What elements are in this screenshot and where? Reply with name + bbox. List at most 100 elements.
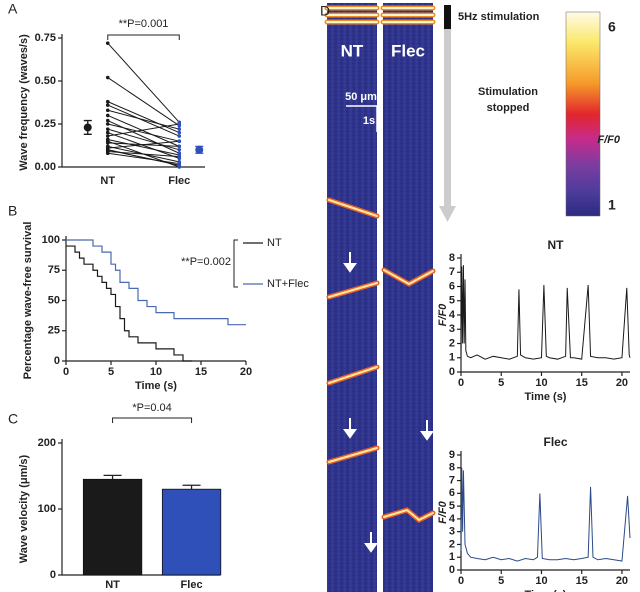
y-axis-label: F/F0 — [437, 303, 449, 326]
y-tick-label: 6 — [449, 487, 455, 499]
x-tick-label: 5 — [498, 575, 504, 587]
x-tick-label: 15 — [576, 377, 588, 389]
colorbar-label: F/F0 — [597, 134, 620, 146]
data-point — [105, 122, 110, 126]
legend-label: NT — [267, 237, 282, 249]
stop-arrowhead — [439, 206, 456, 222]
data-point — [105, 113, 110, 118]
arrows — [343, 252, 434, 553]
survival-line — [66, 239, 246, 326]
x-tick-label: 20 — [616, 575, 628, 587]
panel-label: B — [8, 203, 17, 219]
stopped-label: stopped — [487, 102, 530, 114]
x-tick-label: NT — [100, 175, 115, 187]
x-tick-label: 0 — [458, 377, 464, 389]
annotation: **P=0.001 — [119, 18, 169, 30]
annotation: *P=0.04 — [132, 402, 171, 414]
data-point — [105, 127, 110, 131]
y-tick-label: 0.25 — [35, 118, 56, 130]
legend-label: NT+Flec — [267, 278, 309, 290]
data-point — [177, 127, 182, 131]
data-point — [105, 139, 110, 143]
x-tick-label: 0 — [63, 366, 69, 378]
stopped-label: Stimulation — [478, 86, 538, 98]
y-tick-label: 4 — [449, 309, 456, 321]
chart-title: NT — [548, 238, 565, 252]
panel-label: C — [8, 411, 18, 427]
y-axis-label: Wave velocity (μm/s) — [18, 454, 30, 563]
y-tick-label: 50 — [48, 294, 60, 306]
stimulation-label: 5Hz stimulation — [458, 11, 540, 23]
y-tick-label: 1 — [449, 551, 455, 563]
x-tick-label: 10 — [535, 575, 547, 587]
data-point — [177, 122, 182, 126]
y-tick-label: 2 — [449, 538, 455, 550]
annotation: **P=0.002 — [181, 256, 231, 268]
y-tick-label: 4 — [449, 513, 456, 525]
data-point — [177, 130, 182, 135]
panel-label: D — [320, 3, 330, 19]
x-axis-label: Time (s) — [525, 589, 567, 592]
colorbar-tick-label: 6 — [608, 19, 616, 35]
data-point — [105, 118, 110, 123]
scan-label: NT — [341, 41, 364, 60]
stimulation-streaks — [324, 5, 436, 25]
x-tick-label: 15 — [195, 366, 207, 378]
y-tick-label: 7 — [449, 474, 455, 486]
scale-bars — [346, 105, 378, 132]
stimulation-bar — [444, 5, 451, 29]
y-tick-label: 3 — [449, 323, 455, 335]
y-tick-label: 5 — [449, 500, 455, 512]
y-tick-label: 8 — [449, 462, 455, 474]
y-tick-label: 0 — [54, 355, 60, 367]
significance-bracket — [107, 34, 180, 40]
x-tick-label: Flec — [181, 579, 203, 591]
x-axis-label: Time (s) — [525, 391, 567, 403]
y-axis-label: Wave frequency (waves/s) — [18, 34, 30, 171]
pair-line — [107, 149, 180, 166]
data-point — [105, 103, 110, 107]
data-point — [105, 130, 110, 135]
pair-line — [107, 114, 180, 147]
trace — [460, 467, 631, 562]
bar — [82, 478, 143, 576]
data-point — [105, 134, 110, 138]
y-tick-label: 3 — [449, 526, 455, 538]
pair-line — [107, 101, 180, 134]
mean-point — [83, 123, 92, 132]
bar — [161, 488, 222, 576]
x-tick-label: 0 — [458, 575, 464, 587]
mean-point — [195, 145, 204, 154]
y-tick-label: 1 — [449, 352, 455, 364]
y-tick-label: 100 — [38, 503, 56, 515]
pair-line — [107, 120, 180, 154]
data-point — [105, 75, 110, 80]
x-tick-label: 5 — [498, 377, 504, 389]
wave-streaks — [326, 197, 436, 523]
line-scan-images — [324, 3, 601, 592]
data-point — [177, 148, 182, 152]
data-point — [105, 148, 110, 152]
data-point — [177, 154, 182, 159]
y-axis-label: Percentage wave-free survival — [22, 222, 34, 380]
trace — [460, 265, 631, 360]
data-point — [177, 139, 182, 143]
pair-line — [107, 140, 180, 149]
data-point — [105, 99, 110, 104]
data-point — [177, 144, 182, 149]
y-tick-label: 9 — [449, 449, 455, 461]
y-tick-label: 0.50 — [35, 75, 56, 87]
data-point — [105, 151, 110, 156]
x-axis-label: Time (s) — [135, 380, 177, 392]
pair-line — [107, 123, 180, 137]
survival-line — [66, 245, 192, 362]
x-tick-label: 10 — [535, 377, 547, 389]
y-tick-label: 8 — [449, 252, 455, 264]
x-tick-label: 15 — [576, 575, 588, 587]
pair-line — [107, 104, 180, 137]
scale-label: 50 μm — [345, 91, 377, 103]
x-tick-label: 10 — [150, 366, 162, 378]
significance-bracket — [112, 417, 193, 423]
pair-line — [107, 123, 180, 142]
